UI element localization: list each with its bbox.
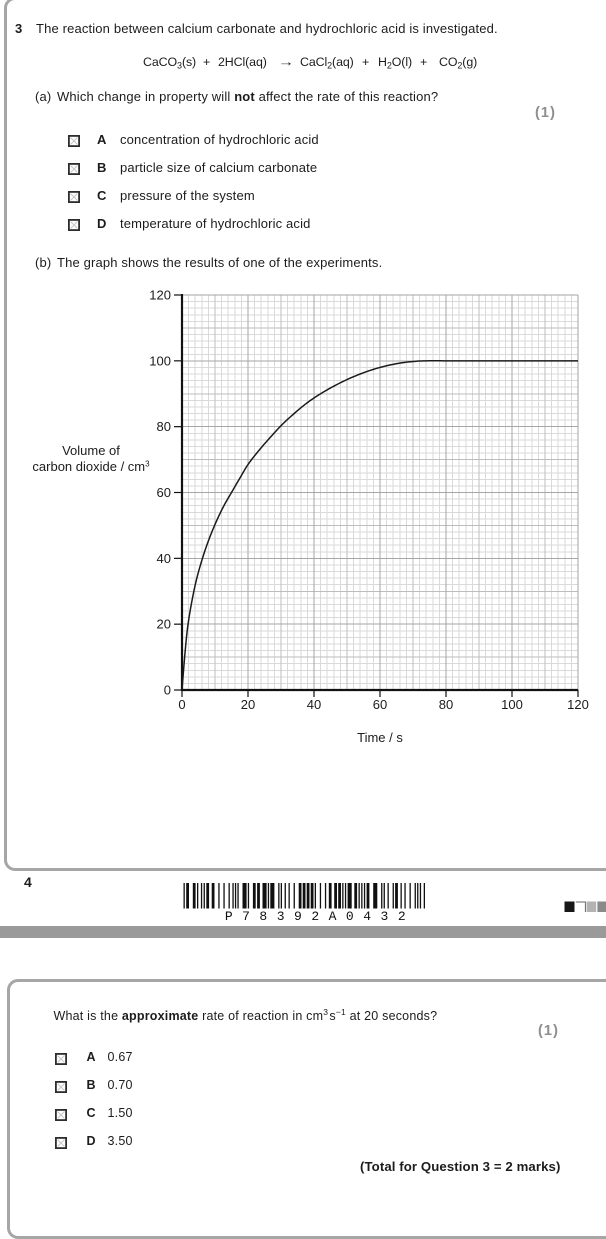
svg-text:120: 120 [567, 697, 589, 712]
svg-text:Time / s: Time / s [357, 730, 403, 745]
svg-text:80: 80 [157, 419, 171, 434]
svg-text:100: 100 [149, 353, 171, 368]
svg-text:0: 0 [164, 683, 171, 698]
svg-text:40: 40 [157, 551, 171, 566]
svg-text:20: 20 [241, 697, 255, 712]
svg-text:P78392A0432: P78392A0432 [225, 909, 415, 923]
svg-text:120: 120 [149, 288, 171, 303]
svg-text:100: 100 [501, 697, 523, 712]
svg-text:80: 80 [439, 697, 453, 712]
svg-text:60: 60 [157, 485, 171, 500]
svg-text:Volume of: Volume of [62, 443, 120, 458]
svg-text:20: 20 [157, 617, 171, 632]
svg-text:carbon dioxide / cm3: carbon dioxide / cm3 [32, 459, 150, 474]
svg-text:0: 0 [178, 697, 185, 712]
svg-text:40: 40 [307, 697, 321, 712]
svg-text:60: 60 [373, 697, 387, 712]
